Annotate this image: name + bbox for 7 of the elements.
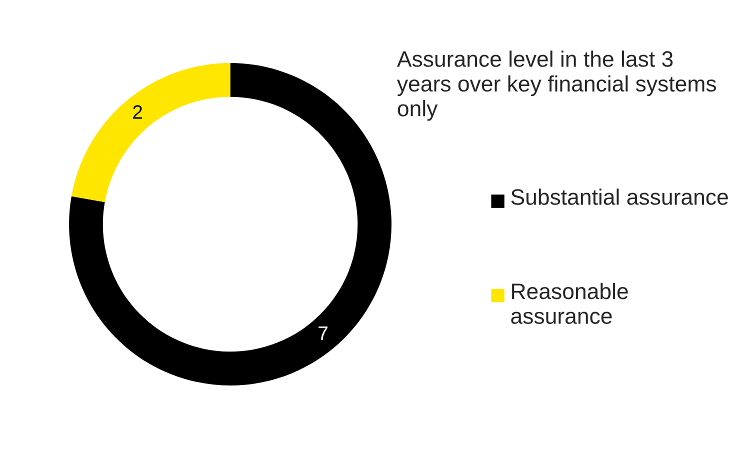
data-label: 7 — [318, 326, 328, 340]
legend-label: Reasonable assurance — [511, 282, 628, 324]
text: Assurance level in the last 3 years over key financial systems only — [396, 50, 716, 121]
legend-label: Substantial assurance — [511, 188, 728, 205]
data-label: 2 — [133, 105, 142, 119]
donut-slice — [71, 63, 230, 202]
donut-slice — [69, 63, 392, 386]
